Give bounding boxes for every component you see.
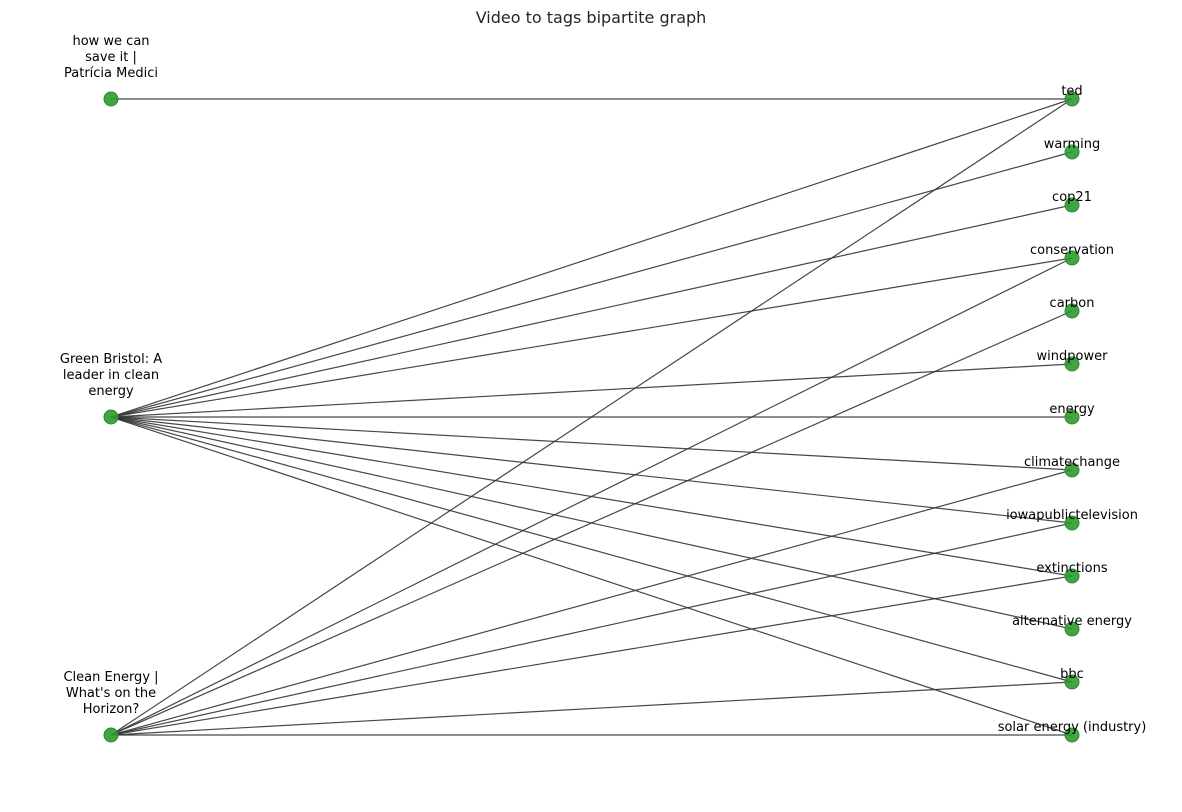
video-node-2 bbox=[103, 409, 119, 425]
tag-label-bbc: bbc bbox=[1060, 667, 1084, 682]
tag-label-ted: ted bbox=[1061, 84, 1082, 99]
edge-v2-ted bbox=[110, 98, 1073, 418]
edge-v3-conservation bbox=[110, 257, 1073, 736]
tag-label-alternative-energy: alternative energy bbox=[1012, 614, 1132, 629]
tag-node-alternative-energy bbox=[1064, 621, 1080, 637]
video-label-line: Patrícia Medici bbox=[64, 66, 158, 81]
graph-title: Video to tags bipartite graph bbox=[476, 8, 707, 27]
edge-v2-conservation bbox=[110, 257, 1073, 418]
nodes-layer bbox=[103, 91, 1080, 743]
video-node-3 bbox=[103, 727, 119, 743]
labels-layer: how we can save it | Patrícia Medici Green … bbox=[60, 34, 1146, 735]
tag-node-warming bbox=[1064, 144, 1080, 160]
edge-v3-ted bbox=[110, 98, 1073, 736]
tag-label-climatechange: climatechange bbox=[1024, 455, 1120, 470]
tag-label-energy: energy bbox=[1049, 402, 1095, 417]
tag-label-iowapublictelevision: iowapublictelevision bbox=[1006, 508, 1138, 523]
edge-v2-climatechange bbox=[110, 416, 1073, 471]
video-label-line: Green Bristol: A bbox=[60, 352, 162, 367]
edge-v3-iowapublictelevision bbox=[110, 522, 1073, 736]
tag-node-extinctions bbox=[1064, 568, 1080, 584]
tag-label-carbon: carbon bbox=[1050, 296, 1095, 311]
tag-label-extinctions: extinctions bbox=[1036, 561, 1107, 576]
video-label-line: how we can bbox=[72, 34, 149, 49]
edge-v3-bbc bbox=[110, 681, 1073, 736]
edge-v2-warming bbox=[110, 151, 1073, 418]
tag-node-ted bbox=[1064, 91, 1080, 107]
tag-node-solar-energy-industry bbox=[1064, 727, 1080, 743]
video-label-line: energy bbox=[88, 384, 134, 399]
video-label-1: how we can save it | Patrícia Medici bbox=[64, 34, 158, 81]
tag-node-iowapublictelevision bbox=[1064, 515, 1080, 531]
edge-v2-iowapublictelevision bbox=[110, 416, 1073, 524]
video-label-line: Horizon? bbox=[83, 702, 140, 717]
tag-label-warming: warming bbox=[1044, 137, 1100, 152]
edge-v3-carbon bbox=[110, 310, 1073, 736]
video-label-3: Clean Energy | What's on the Horizon? bbox=[63, 670, 158, 717]
tag-node-energy bbox=[1064, 409, 1080, 425]
edge-v2-solar-energy-industry bbox=[110, 416, 1073, 736]
tag-label-windpower: windpower bbox=[1037, 349, 1109, 364]
tag-node-bbc bbox=[1064, 674, 1080, 690]
video-label-line: save it | bbox=[85, 50, 137, 65]
video-node-1 bbox=[103, 91, 119, 107]
video-label-line: leader in clean bbox=[63, 368, 159, 383]
tag-label-conservation: conservation bbox=[1030, 243, 1114, 258]
edge-v3-climatechange bbox=[110, 469, 1073, 736]
tag-node-windpower bbox=[1064, 356, 1080, 372]
tag-node-conservation bbox=[1064, 250, 1080, 266]
tag-label-cop21: cop21 bbox=[1052, 190, 1092, 205]
tag-label-solar-energy-industry: solar energy (industry) bbox=[998, 720, 1147, 735]
edge-v2-cop21 bbox=[110, 204, 1073, 418]
edge-v2-windpower bbox=[110, 363, 1073, 418]
edges-layer bbox=[110, 98, 1073, 736]
tag-node-climatechange bbox=[1064, 462, 1080, 478]
tag-node-cop21 bbox=[1064, 197, 1080, 213]
tag-node-carbon bbox=[1064, 303, 1080, 319]
video-label-line: Clean Energy | bbox=[63, 670, 158, 685]
edge-v2-bbc bbox=[110, 416, 1073, 683]
edge-v3-extinctions bbox=[110, 575, 1073, 736]
video-label-line: What's on the bbox=[66, 686, 156, 701]
